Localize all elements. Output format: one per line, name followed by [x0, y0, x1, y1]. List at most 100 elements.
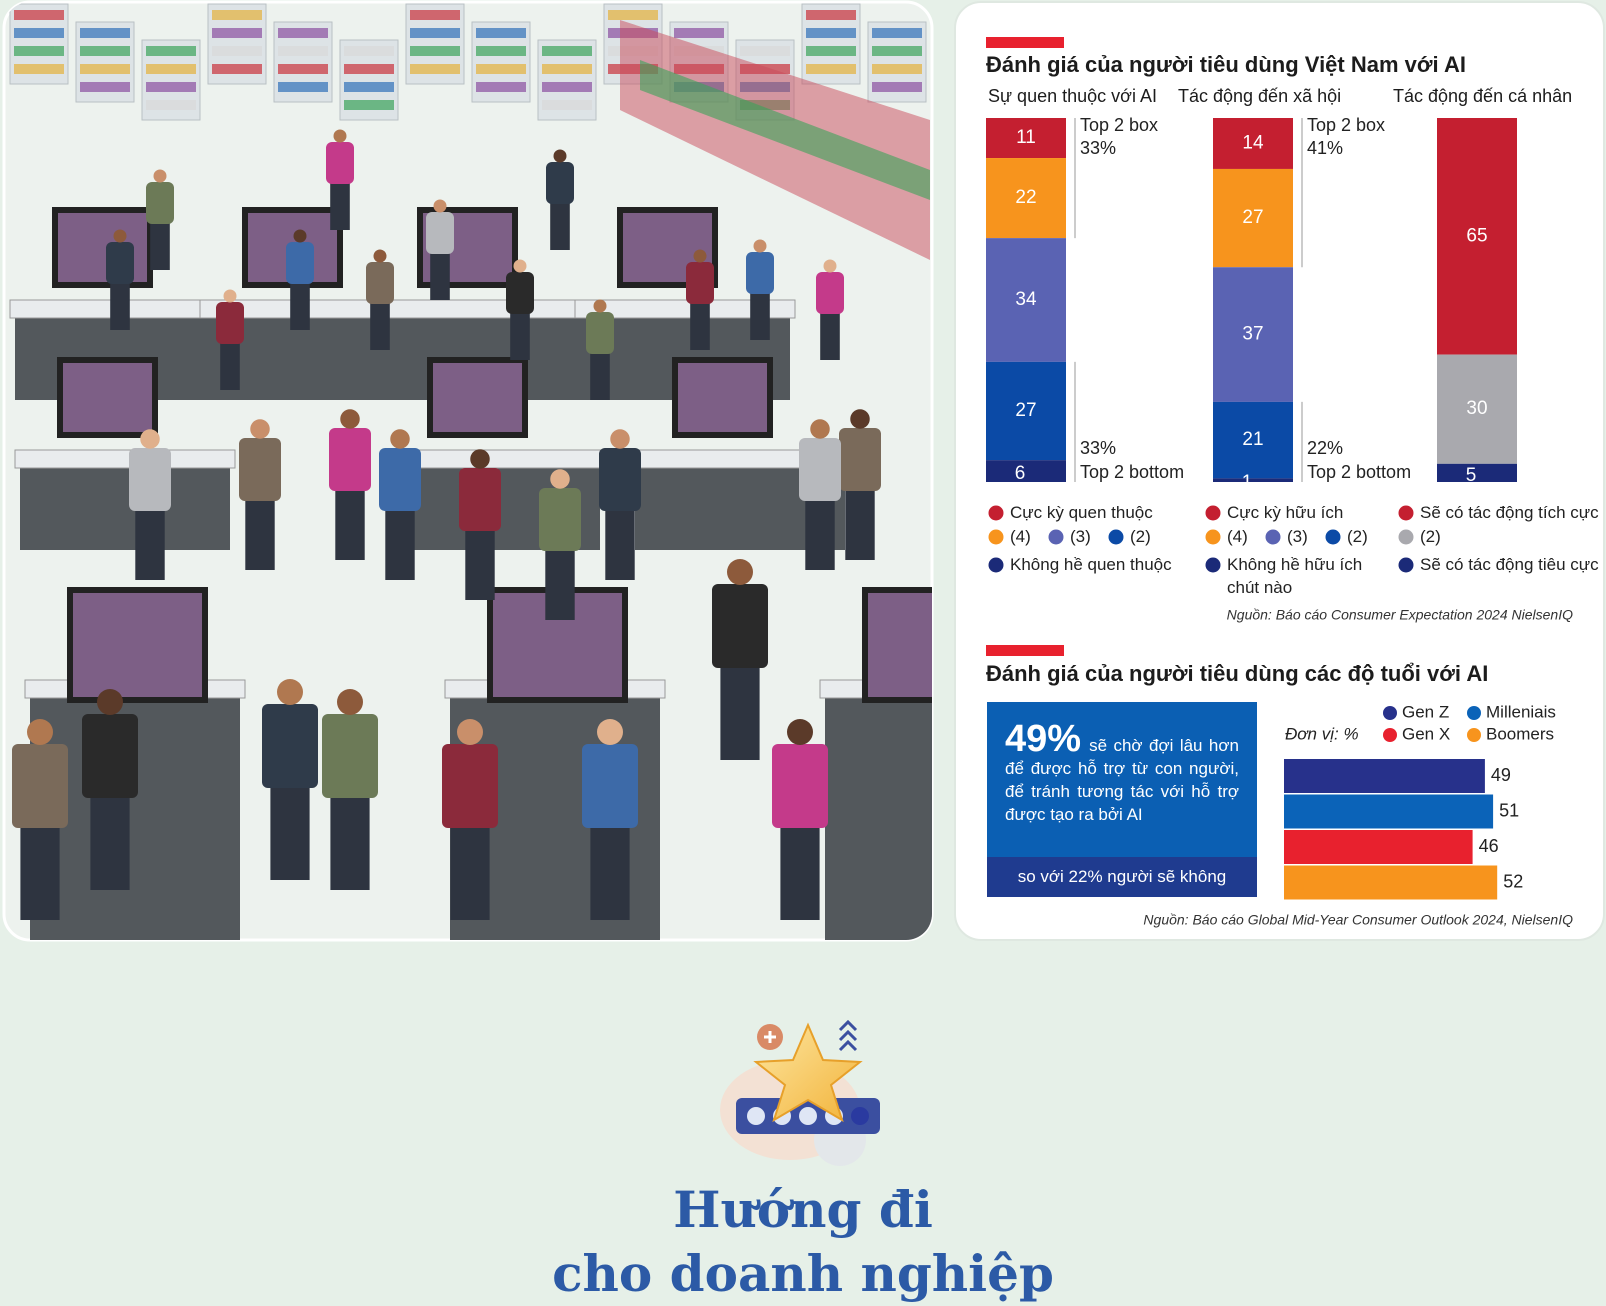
icon-star	[753, 1022, 863, 1123]
annotation: 22%	[1307, 438, 1343, 458]
data-label: 46	[1479, 836, 1499, 856]
legend-label-box: Sẽ có tác động tích cực	[1420, 503, 1599, 522]
section-marker	[986, 37, 1064, 48]
person-body	[146, 182, 174, 224]
heading-line: cho doanh nghiệp	[552, 1244, 1054, 1303]
section-marker	[986, 645, 1064, 656]
chart-subtitle: Sự quen thuộc với AI	[988, 86, 1157, 106]
legend-label-box: (3)	[1287, 527, 1308, 546]
bar-segment	[1437, 118, 1517, 355]
person-legs	[370, 300, 390, 350]
shelf-goods	[608, 10, 658, 20]
kiosk-desk	[574, 299, 796, 319]
person-head	[787, 719, 813, 745]
person-legs	[110, 280, 130, 330]
person-body	[379, 448, 421, 511]
kiosk-screen	[52, 207, 153, 288]
person-legs	[590, 350, 610, 400]
callout: 49% sẽ chờ đợi lâu hơn để được hỗ trợ từ …	[987, 702, 1257, 897]
legend-swatch	[1383, 706, 1397, 720]
kiosk-screen	[427, 357, 528, 438]
person-head	[277, 679, 303, 705]
data-label: 14	[1242, 132, 1264, 153]
legend-label-box: Không hề hữu ích chút nào	[1227, 555, 1362, 597]
shelf-goods	[806, 64, 856, 74]
shelf-goods	[278, 82, 328, 92]
person-head	[553, 149, 567, 163]
legend-label: (3)	[1287, 527, 1308, 546]
shelf-goods	[14, 46, 64, 56]
person-legs	[465, 525, 495, 600]
person-head	[693, 249, 707, 263]
legend-swatch	[1325, 529, 1341, 545]
legend-label-box: (2)	[1420, 527, 1441, 546]
legend-swatch	[1467, 728, 1481, 742]
shelf-goods	[80, 28, 130, 38]
person-body	[799, 438, 841, 501]
data-label: 6	[1015, 463, 1026, 484]
person-head	[593, 299, 607, 313]
legend-swatch	[1398, 529, 1414, 545]
person-legs	[510, 310, 530, 360]
person-head	[470, 449, 490, 469]
icon-plus-sign	[764, 1031, 776, 1043]
data-label: 11	[1016, 127, 1036, 148]
data-label: 65	[1466, 225, 1487, 246]
data-label: 5	[1466, 465, 1477, 486]
shelf-goods	[410, 10, 460, 20]
shelf-goods	[14, 10, 64, 20]
legend-swatch	[1265, 529, 1281, 545]
bar-segment	[1437, 463, 1517, 482]
legend-label-box: (2)	[1347, 527, 1368, 546]
shelf-goods	[344, 82, 394, 92]
person-body	[286, 242, 314, 284]
shelf-goods	[344, 100, 394, 110]
bar-segment	[1213, 118, 1293, 169]
person-head	[597, 719, 623, 745]
person-body	[582, 744, 638, 828]
callout-text: 49% sẽ chờ đợi lâu hơn để được hỗ trợ từ …	[987, 702, 1257, 826]
person-body	[442, 744, 498, 828]
person-legs	[135, 505, 165, 580]
person-body	[772, 744, 828, 828]
person-body	[746, 252, 774, 294]
person-head	[333, 129, 347, 143]
data-label: 51	[1499, 800, 1519, 820]
legend-label: Gen Z	[1402, 702, 1449, 721]
shelf-goods	[806, 10, 856, 20]
legend-label-box: Cực kỳ hữu ích	[1227, 503, 1343, 522]
legend-swatch	[1383, 728, 1397, 742]
data-label: 37	[1242, 324, 1263, 345]
person-body	[326, 142, 354, 184]
kiosk-screen	[672, 357, 773, 438]
legend-label-box: (2)	[1130, 527, 1151, 546]
person-legs	[845, 485, 875, 560]
person-body	[262, 704, 318, 788]
person-legs	[750, 290, 770, 340]
shelf-goods	[14, 64, 64, 74]
person-body	[539, 488, 581, 551]
shelf-goods	[806, 28, 856, 38]
legend-swatch	[988, 557, 1004, 573]
legend-label-box: (4)	[1227, 527, 1248, 546]
person-legs	[690, 300, 710, 350]
person-legs	[290, 280, 310, 330]
bar-segment	[986, 118, 1066, 159]
bar-segment	[1437, 354, 1517, 464]
icon-chevrons	[838, 1019, 858, 1052]
legend-label: (3)	[1070, 527, 1091, 546]
kiosk-screen	[57, 357, 158, 438]
legend-label-box: (4)	[1010, 527, 1031, 546]
legend-label: Cực kỳ quen thuộc	[1010, 503, 1153, 522]
person-head	[373, 249, 387, 263]
person-body	[426, 212, 454, 254]
shelf-goods	[872, 46, 922, 56]
legend-swatch	[1205, 505, 1221, 521]
legend-label: Gen X	[1402, 724, 1450, 743]
shelf-goods	[212, 10, 262, 20]
unit-label: Đơn vị: %	[1285, 724, 1359, 743]
shelf-goods	[344, 64, 394, 74]
bar-segment	[986, 158, 1066, 239]
icon-small-star	[851, 1107, 869, 1125]
legend-label: (4)	[1227, 527, 1248, 546]
